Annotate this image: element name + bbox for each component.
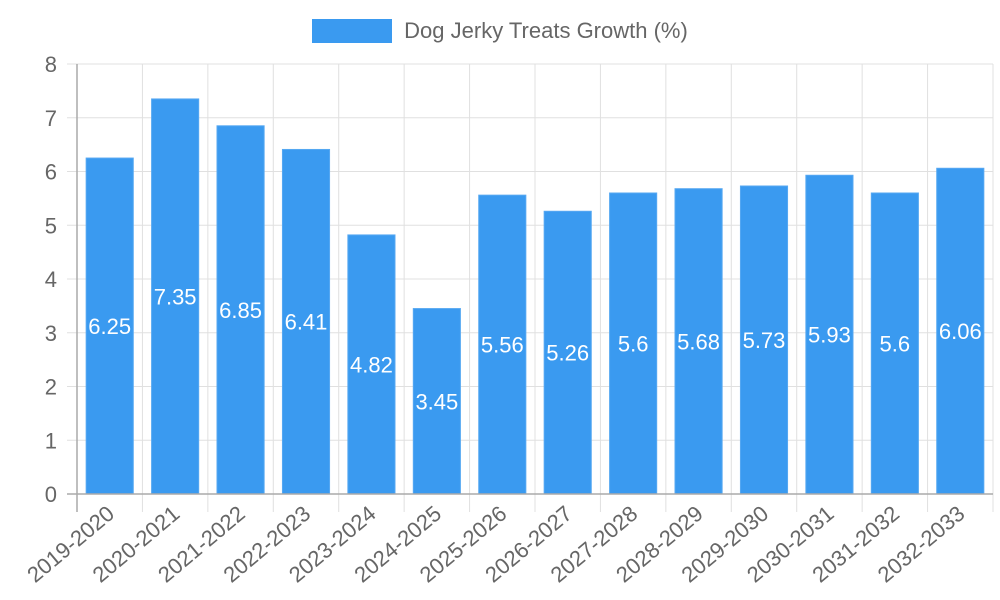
data-label: 6.85 [219, 298, 262, 323]
data-label: 3.45 [415, 389, 458, 414]
axes [67, 64, 993, 512]
data-label: 7.35 [154, 284, 197, 309]
bar[interactable] [281, 148, 331, 495]
y-tick-label: 1 [45, 428, 57, 453]
legend-swatch [312, 19, 393, 43]
bars [85, 98, 985, 495]
bar[interactable] [543, 210, 592, 495]
grid-lines [67, 63, 994, 512]
y-tick-label: 7 [45, 106, 57, 131]
bar[interactable] [216, 125, 265, 495]
data-label: 5.93 [808, 323, 851, 348]
chart-legend[interactable]: Dog Jerky Treats Growth (%) [0, 18, 1000, 44]
data-label: 6.25 [88, 314, 131, 339]
bar[interactable] [805, 174, 854, 495]
bar[interactable] [674, 188, 723, 495]
x-axis-ticks: 2019-20202020-20212021-20222022-20232023… [22, 501, 969, 588]
y-tick-label: 6 [45, 160, 57, 185]
data-label: 5.6 [880, 332, 911, 357]
data-label: 4.82 [350, 352, 393, 377]
bar[interactable] [85, 157, 134, 495]
legend-label: Dog Jerky Treats Growth (%) [404, 18, 688, 43]
y-tick-label: 5 [45, 213, 57, 238]
bar[interactable] [609, 192, 658, 495]
y-axis-ticks: 0 1 2 3 4 5 6 7 8 [45, 52, 57, 507]
data-label: 5.68 [677, 329, 720, 354]
bar[interactable] [151, 98, 200, 495]
y-tick-label: 0 [45, 482, 57, 507]
bar[interactable] [739, 185, 789, 495]
y-tick-label: 8 [45, 52, 57, 77]
data-label: 5.56 [481, 333, 524, 358]
data-labels: 6.25 7.35 6.85 6.41 4.82 3.45 5.56 5.26 5.6 5.68 5… [88, 284, 981, 414]
bar[interactable] [870, 192, 919, 495]
data-label: 5.73 [743, 328, 786, 353]
bar[interactable] [347, 234, 396, 495]
data-label: 5.26 [546, 341, 589, 366]
y-tick-label: 4 [45, 267, 57, 292]
y-tick-label: 2 [45, 375, 57, 400]
y-tick-label: 3 [45, 321, 57, 346]
data-label: 5.6 [618, 332, 649, 357]
bar[interactable] [412, 308, 461, 495]
bar[interactable] [936, 167, 985, 495]
data-label: 6.41 [285, 310, 328, 335]
data-label: 6.06 [939, 319, 982, 344]
